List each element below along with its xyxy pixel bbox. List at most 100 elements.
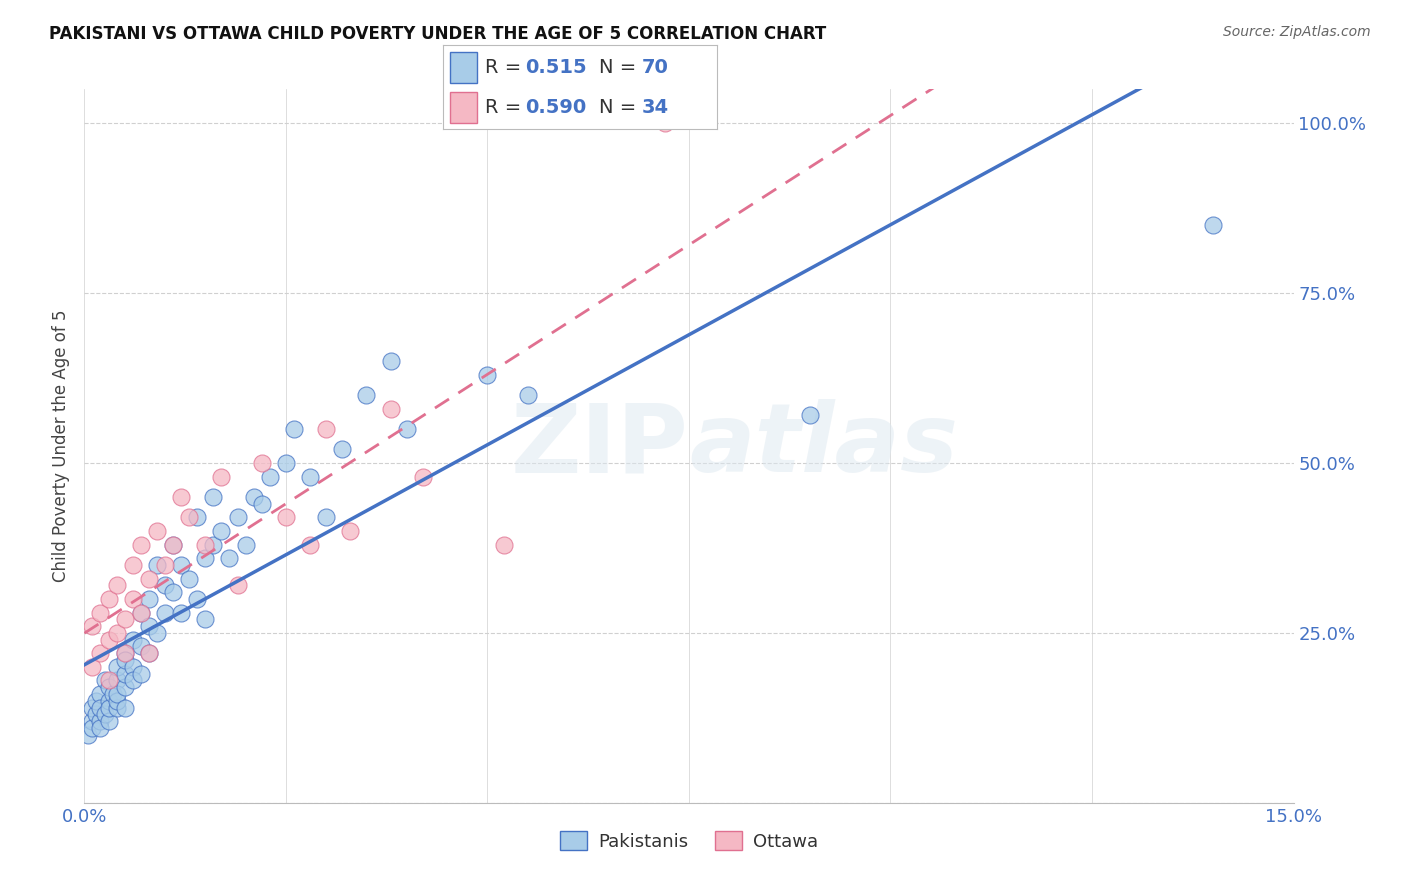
- Point: [97, 673, 120, 688]
- Text: R =: R =: [485, 58, 527, 77]
- Point: [138, 646, 160, 660]
- Point: [97, 714, 120, 729]
- Point: [153, 606, 176, 620]
- Point: [82, 660, 104, 674]
- Point: [129, 640, 152, 654]
- Text: N =: N =: [599, 58, 643, 77]
- Point: [170, 558, 193, 572]
- Point: [654, 116, 676, 130]
- Point: [121, 632, 143, 647]
- Point: [153, 578, 176, 592]
- Text: ZIP: ZIP: [510, 400, 689, 492]
- Point: [114, 666, 136, 681]
- Point: [114, 612, 136, 626]
- Point: [89, 721, 111, 735]
- Point: [97, 680, 120, 694]
- Point: [121, 591, 143, 606]
- Point: [315, 510, 337, 524]
- Point: [138, 619, 160, 633]
- Point: [299, 537, 322, 551]
- Point: [77, 728, 100, 742]
- Text: R =: R =: [485, 98, 527, 117]
- Point: [209, 469, 232, 483]
- Point: [412, 469, 434, 483]
- Point: [89, 714, 111, 729]
- Point: [93, 707, 115, 722]
- Point: [194, 551, 217, 566]
- Point: [105, 694, 128, 708]
- Point: [250, 456, 273, 470]
- Point: [146, 626, 169, 640]
- Point: [86, 707, 108, 722]
- Point: [299, 469, 322, 483]
- Point: [356, 388, 378, 402]
- Point: [121, 558, 143, 572]
- Text: 70: 70: [641, 58, 668, 77]
- Point: [226, 510, 249, 524]
- Text: 0.515: 0.515: [526, 58, 586, 77]
- Point: [129, 606, 152, 620]
- Point: [114, 700, 136, 714]
- Point: [138, 646, 160, 660]
- Point: [146, 524, 169, 538]
- Point: [179, 572, 201, 586]
- Point: [89, 687, 111, 701]
- Point: [105, 626, 128, 640]
- Point: [179, 510, 201, 524]
- Point: [105, 700, 128, 714]
- Point: [380, 354, 402, 368]
- Point: [82, 714, 104, 729]
- Point: [114, 646, 136, 660]
- Point: [209, 524, 232, 538]
- Point: [93, 673, 115, 688]
- Point: [242, 490, 264, 504]
- Point: [97, 700, 120, 714]
- Text: PAKISTANI VS OTTAWA CHILD POVERTY UNDER THE AGE OF 5 CORRELATION CHART: PAKISTANI VS OTTAWA CHILD POVERTY UNDER …: [49, 25, 827, 43]
- Point: [274, 510, 297, 524]
- Text: N =: N =: [599, 98, 643, 117]
- Y-axis label: Child Poverty Under the Age of 5: Child Poverty Under the Age of 5: [52, 310, 70, 582]
- Point: [250, 497, 273, 511]
- Point: [202, 537, 225, 551]
- Point: [121, 673, 143, 688]
- Point: [105, 687, 128, 701]
- Point: [283, 422, 305, 436]
- Point: [82, 619, 104, 633]
- Point: [235, 537, 257, 551]
- Point: [202, 490, 225, 504]
- Point: [153, 558, 176, 572]
- Point: [82, 721, 104, 735]
- Point: [339, 524, 361, 538]
- Point: [259, 469, 281, 483]
- Point: [89, 606, 111, 620]
- Point: [799, 409, 821, 423]
- Point: [86, 694, 108, 708]
- Text: atlas: atlas: [689, 400, 957, 492]
- Point: [97, 632, 120, 647]
- Point: [138, 591, 160, 606]
- Point: [114, 680, 136, 694]
- Point: [97, 591, 120, 606]
- Point: [186, 510, 208, 524]
- Point: [105, 660, 128, 674]
- Legend: Pakistanis, Ottawa: Pakistanis, Ottawa: [553, 824, 825, 858]
- Point: [315, 422, 337, 436]
- Point: [170, 490, 193, 504]
- Point: [89, 700, 111, 714]
- Text: 0.590: 0.590: [526, 98, 586, 117]
- Point: [138, 572, 160, 586]
- Point: [162, 537, 184, 551]
- Point: [89, 646, 111, 660]
- Point: [105, 673, 128, 688]
- Bar: [450, 53, 477, 83]
- Point: [218, 551, 240, 566]
- Point: [380, 401, 402, 416]
- Point: [226, 578, 249, 592]
- Point: [82, 700, 104, 714]
- Text: 34: 34: [641, 98, 669, 117]
- Point: [194, 612, 217, 626]
- Point: [146, 558, 169, 572]
- Point: [162, 585, 184, 599]
- Point: [194, 537, 217, 551]
- Point: [492, 537, 515, 551]
